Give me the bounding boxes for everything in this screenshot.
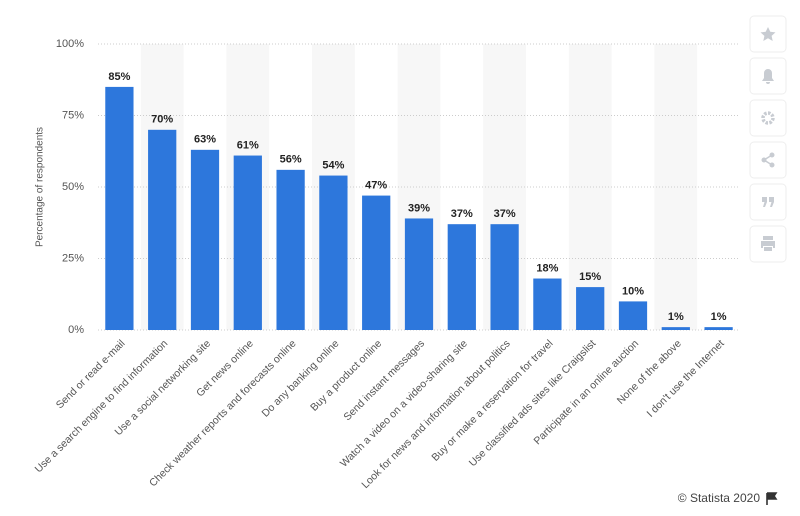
bar <box>618 301 648 330</box>
value-label: 37% <box>494 208 516 220</box>
favorite-button[interactable] <box>749 15 787 53</box>
value-label: 18% <box>536 262 558 274</box>
y-tick-label: 100% <box>56 38 84 50</box>
bar <box>276 169 305 330</box>
bar <box>105 86 134 331</box>
band <box>654 44 698 330</box>
settings-button[interactable] <box>749 99 787 137</box>
y-tick-label: 75% <box>62 109 84 121</box>
bar <box>533 278 562 330</box>
value-label: 37% <box>451 208 473 220</box>
value-label: 61% <box>237 139 259 151</box>
bar <box>362 195 391 330</box>
value-label: 47% <box>365 179 387 191</box>
value-label: 1% <box>668 311 684 323</box>
value-label: 56% <box>280 154 302 166</box>
value-label: 1% <box>711 311 727 323</box>
bar <box>447 224 476 330</box>
credit: © Statista 2020 <box>678 491 761 505</box>
value-label: 39% <box>408 202 430 214</box>
cite-button[interactable] <box>749 183 787 221</box>
value-label: 70% <box>151 114 173 126</box>
value-label: 85% <box>108 71 130 83</box>
flag-icon <box>766 492 778 505</box>
y-tick-label: 0% <box>68 324 84 336</box>
bar <box>233 155 262 330</box>
print-button[interactable] <box>749 225 787 263</box>
value-label: 15% <box>579 271 601 283</box>
bar <box>404 218 434 330</box>
value-label: 10% <box>622 285 644 297</box>
bar <box>319 175 348 330</box>
bar <box>490 224 519 330</box>
share-button[interactable] <box>749 141 787 179</box>
y-tick-label: 50% <box>62 181 84 193</box>
y-tick-label: 25% <box>62 252 84 264</box>
value-label: 63% <box>194 134 216 146</box>
sidebar <box>749 15 787 263</box>
bar <box>148 129 177 330</box>
notification-button[interactable] <box>749 57 787 95</box>
y-axis-title: Percentage of respondents <box>35 127 46 247</box>
bar <box>704 327 733 330</box>
bar <box>190 149 220 330</box>
value-label: 54% <box>322 159 344 171</box>
bar <box>576 287 605 330</box>
bar <box>661 327 690 330</box>
